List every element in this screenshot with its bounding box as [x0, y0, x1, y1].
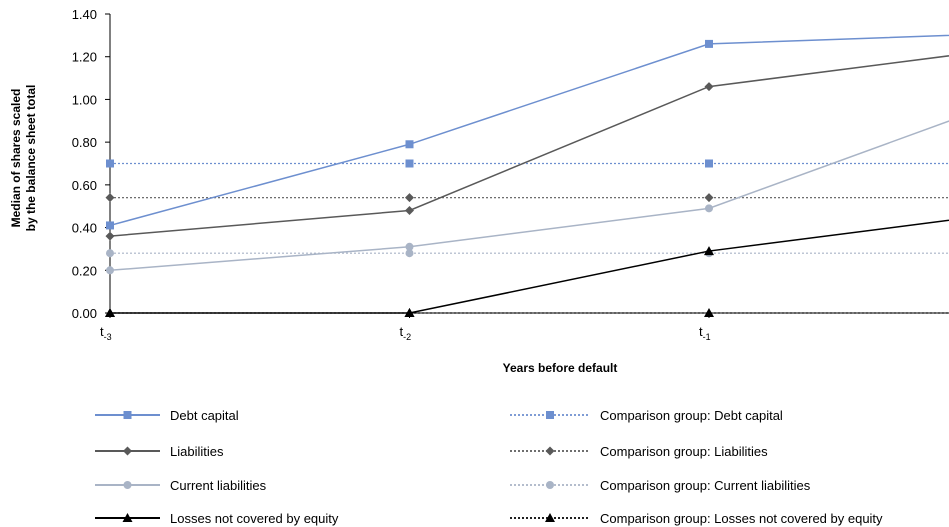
legend-marker [123, 481, 132, 489]
data-point [405, 249, 414, 258]
data-point [105, 231, 115, 241]
legend-marker [545, 446, 555, 456]
legend-label: Liabilities [170, 444, 224, 459]
legend-label: Current liabilities [170, 478, 267, 493]
y-tick-label: 0.80 [72, 135, 97, 150]
data-point [404, 308, 415, 317]
legend-label: Losses not covered by equity [170, 511, 339, 526]
data-point [405, 205, 414, 215]
legend-marker [546, 411, 554, 419]
data-point [405, 159, 414, 168]
data-point [704, 193, 714, 203]
legend-label: Comparison group: Debt capital [600, 408, 783, 423]
data-point [405, 242, 414, 251]
legend-marker [546, 481, 554, 489]
y-tick-label: 1.00 [72, 92, 97, 107]
y-tick-label: 0.60 [72, 178, 97, 193]
data-point [705, 159, 713, 168]
series-line [109, 120, 949, 272]
data-point [405, 140, 414, 149]
data-point [405, 193, 414, 203]
data-point [106, 266, 114, 275]
x-tick-label: t-2 [400, 324, 412, 342]
legend-label: Debt capital [170, 408, 239, 423]
x-tick-label: t-1 [699, 324, 711, 342]
series-line [109, 34, 949, 227]
y-axis-title-line1: Median of shares scaled [9, 89, 23, 228]
data-point [704, 246, 714, 256]
y-tick-label: 0.20 [72, 263, 97, 278]
y-tick-label: 0.00 [72, 306, 97, 321]
x-tick-label: t-3 [100, 324, 112, 342]
legend-label: Comparison group: Liabilities [600, 444, 768, 459]
y-tick-label: 1.20 [72, 50, 97, 65]
legend-label: Comparison group: Current liabilities [600, 478, 811, 493]
legend-marker [545, 513, 555, 522]
y-tick-label: 0.40 [72, 221, 97, 236]
y-axis-title-line2: by the balance sheet total [24, 85, 38, 232]
data-point [704, 82, 714, 92]
legend-marker [122, 513, 133, 522]
y-tick-label: 1.40 [72, 7, 97, 22]
data-point [705, 39, 713, 48]
legend-marker [123, 411, 132, 419]
x-axis-title: Years before default [503, 361, 618, 375]
data-point [106, 221, 114, 230]
legend-marker [123, 446, 132, 456]
data-point [704, 308, 714, 317]
data-point [105, 308, 115, 317]
data-point [106, 249, 114, 258]
series-line [110, 219, 949, 314]
series-line [109, 55, 949, 237]
data-point [705, 204, 713, 213]
legend-label: Comparison group: Losses not covered by … [600, 511, 883, 526]
data-point [106, 159, 114, 168]
data-point [105, 193, 115, 203]
